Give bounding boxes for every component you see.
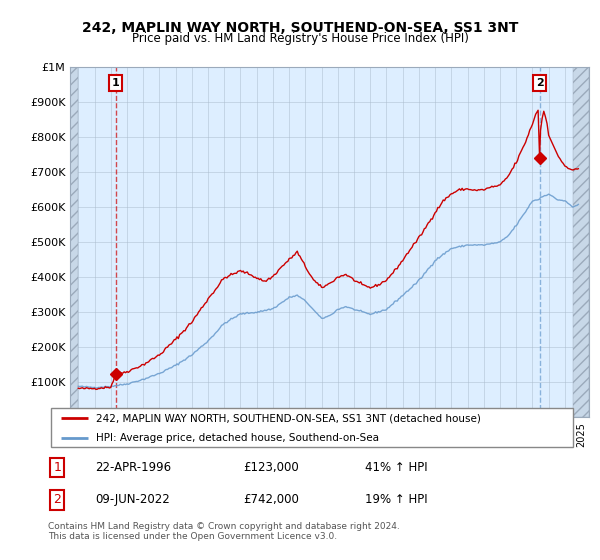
Text: 242, MAPLIN WAY NORTH, SOUTHEND-ON-SEA, SS1 3NT: 242, MAPLIN WAY NORTH, SOUTHEND-ON-SEA, … xyxy=(82,21,518,35)
FancyBboxPatch shape xyxy=(50,408,574,447)
Text: 22-APR-1996: 22-APR-1996 xyxy=(95,461,172,474)
Text: £742,000: £742,000 xyxy=(244,493,299,506)
Bar xyxy=(573,67,589,417)
Text: 19% ↑ HPI: 19% ↑ HPI xyxy=(365,493,427,506)
Text: 2: 2 xyxy=(53,493,61,506)
Text: 09-JUN-2022: 09-JUN-2022 xyxy=(95,493,170,506)
Text: Price paid vs. HM Land Registry's House Price Index (HPI): Price paid vs. HM Land Registry's House … xyxy=(131,32,469,45)
Text: 1: 1 xyxy=(112,78,119,88)
Text: 242, MAPLIN WAY NORTH, SOUTHEND-ON-SEA, SS1 3NT (detached house): 242, MAPLIN WAY NORTH, SOUTHEND-ON-SEA, … xyxy=(95,413,481,423)
Text: 41% ↑ HPI: 41% ↑ HPI xyxy=(365,461,427,474)
Bar xyxy=(70,67,79,417)
Text: 2: 2 xyxy=(536,78,544,88)
Text: Contains HM Land Registry data © Crown copyright and database right 2024.
This d: Contains HM Land Registry data © Crown c… xyxy=(48,522,400,542)
Text: 1: 1 xyxy=(53,461,61,474)
Text: £123,000: £123,000 xyxy=(244,461,299,474)
Text: HPI: Average price, detached house, Southend-on-Sea: HPI: Average price, detached house, Sout… xyxy=(95,433,379,442)
